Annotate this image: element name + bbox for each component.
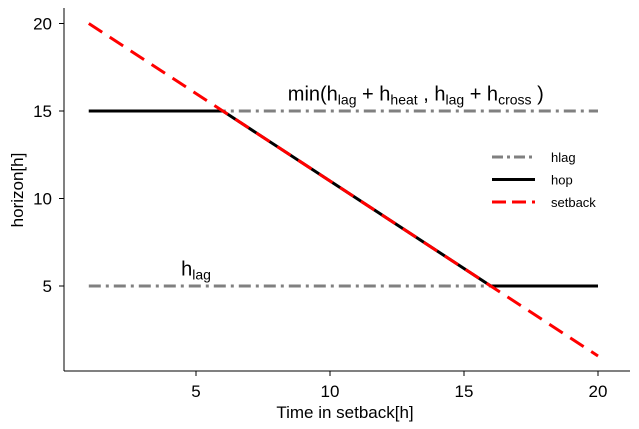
tick-labels: 5 10 15 20 5 10 15 20 xyxy=(33,15,607,402)
y-tick-label: 10 xyxy=(33,190,52,209)
annotation-text: + h xyxy=(464,84,498,106)
x-axis-title: Time in setback[h] xyxy=(276,403,413,422)
legend-label-setback: setback xyxy=(551,195,596,210)
annotations: min(hlag + hheat , hlag + hcross )hlag xyxy=(181,84,544,283)
annotation-text: ) xyxy=(532,84,544,106)
plot-area xyxy=(87,22,599,358)
annotation-subscript: heat xyxy=(390,92,417,108)
annotation-label: hlag xyxy=(181,259,211,283)
y-axis-title: horizon[h] xyxy=(8,153,27,228)
y-tick-label: 20 xyxy=(33,15,52,34)
annotation-subscript: lag xyxy=(192,267,211,283)
annotation-label: min(hlag + hheat , hlag + hcross ) xyxy=(288,84,544,108)
series-line-hop xyxy=(88,109,598,288)
legend-label-hop: hop xyxy=(551,173,573,188)
x-tick-label: 10 xyxy=(321,382,340,401)
annotation-subscript: cross xyxy=(498,92,531,108)
annotation-subscript: lag xyxy=(338,92,357,108)
annotation-subscript: lag xyxy=(445,92,464,108)
series-line-setback xyxy=(87,22,599,358)
axes xyxy=(63,8,630,372)
annotation-text: h xyxy=(181,259,192,281)
annotation-text: + h xyxy=(356,84,390,106)
y-tick-label: 5 xyxy=(43,277,52,296)
x-tick-label: 5 xyxy=(191,382,200,401)
x-tick-label: 20 xyxy=(589,382,608,401)
annotation-text: , h xyxy=(418,84,446,106)
legend-label-hlag: hlag xyxy=(551,150,576,165)
legend: hlag hop setback xyxy=(492,150,596,210)
annotation-text: min(h xyxy=(288,84,338,106)
x-tick-label: 15 xyxy=(455,382,474,401)
y-tick-label: 15 xyxy=(33,102,52,121)
